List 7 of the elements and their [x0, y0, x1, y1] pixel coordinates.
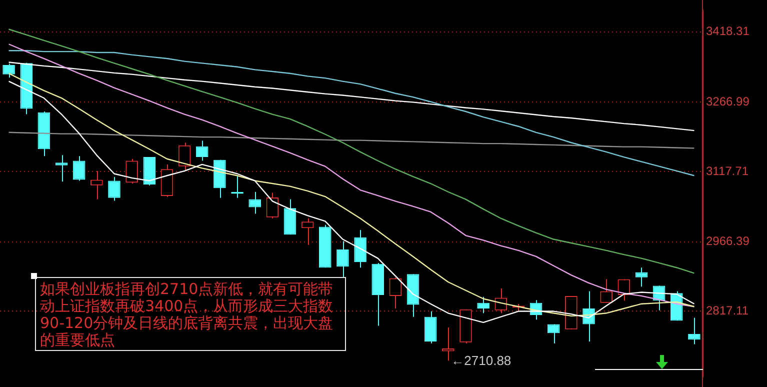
- y-tick-label: 2966.39: [706, 234, 750, 248]
- annotation: 如果创业板指再创2710点新低，就有可能带动上证指数再破3400点，从而形成三大指数90-120分钟及日线的底背离共震，出现大盘的重要低点: [35, 277, 346, 351]
- y-tick-label: 3117.71: [706, 164, 749, 178]
- y-tick-label: 3418.31: [706, 24, 750, 38]
- annotation: ←2710.88: [451, 353, 512, 368]
- y-tick-label: 3266.99: [706, 94, 750, 109]
- y-tick-label: 2817.11: [706, 304, 749, 318]
